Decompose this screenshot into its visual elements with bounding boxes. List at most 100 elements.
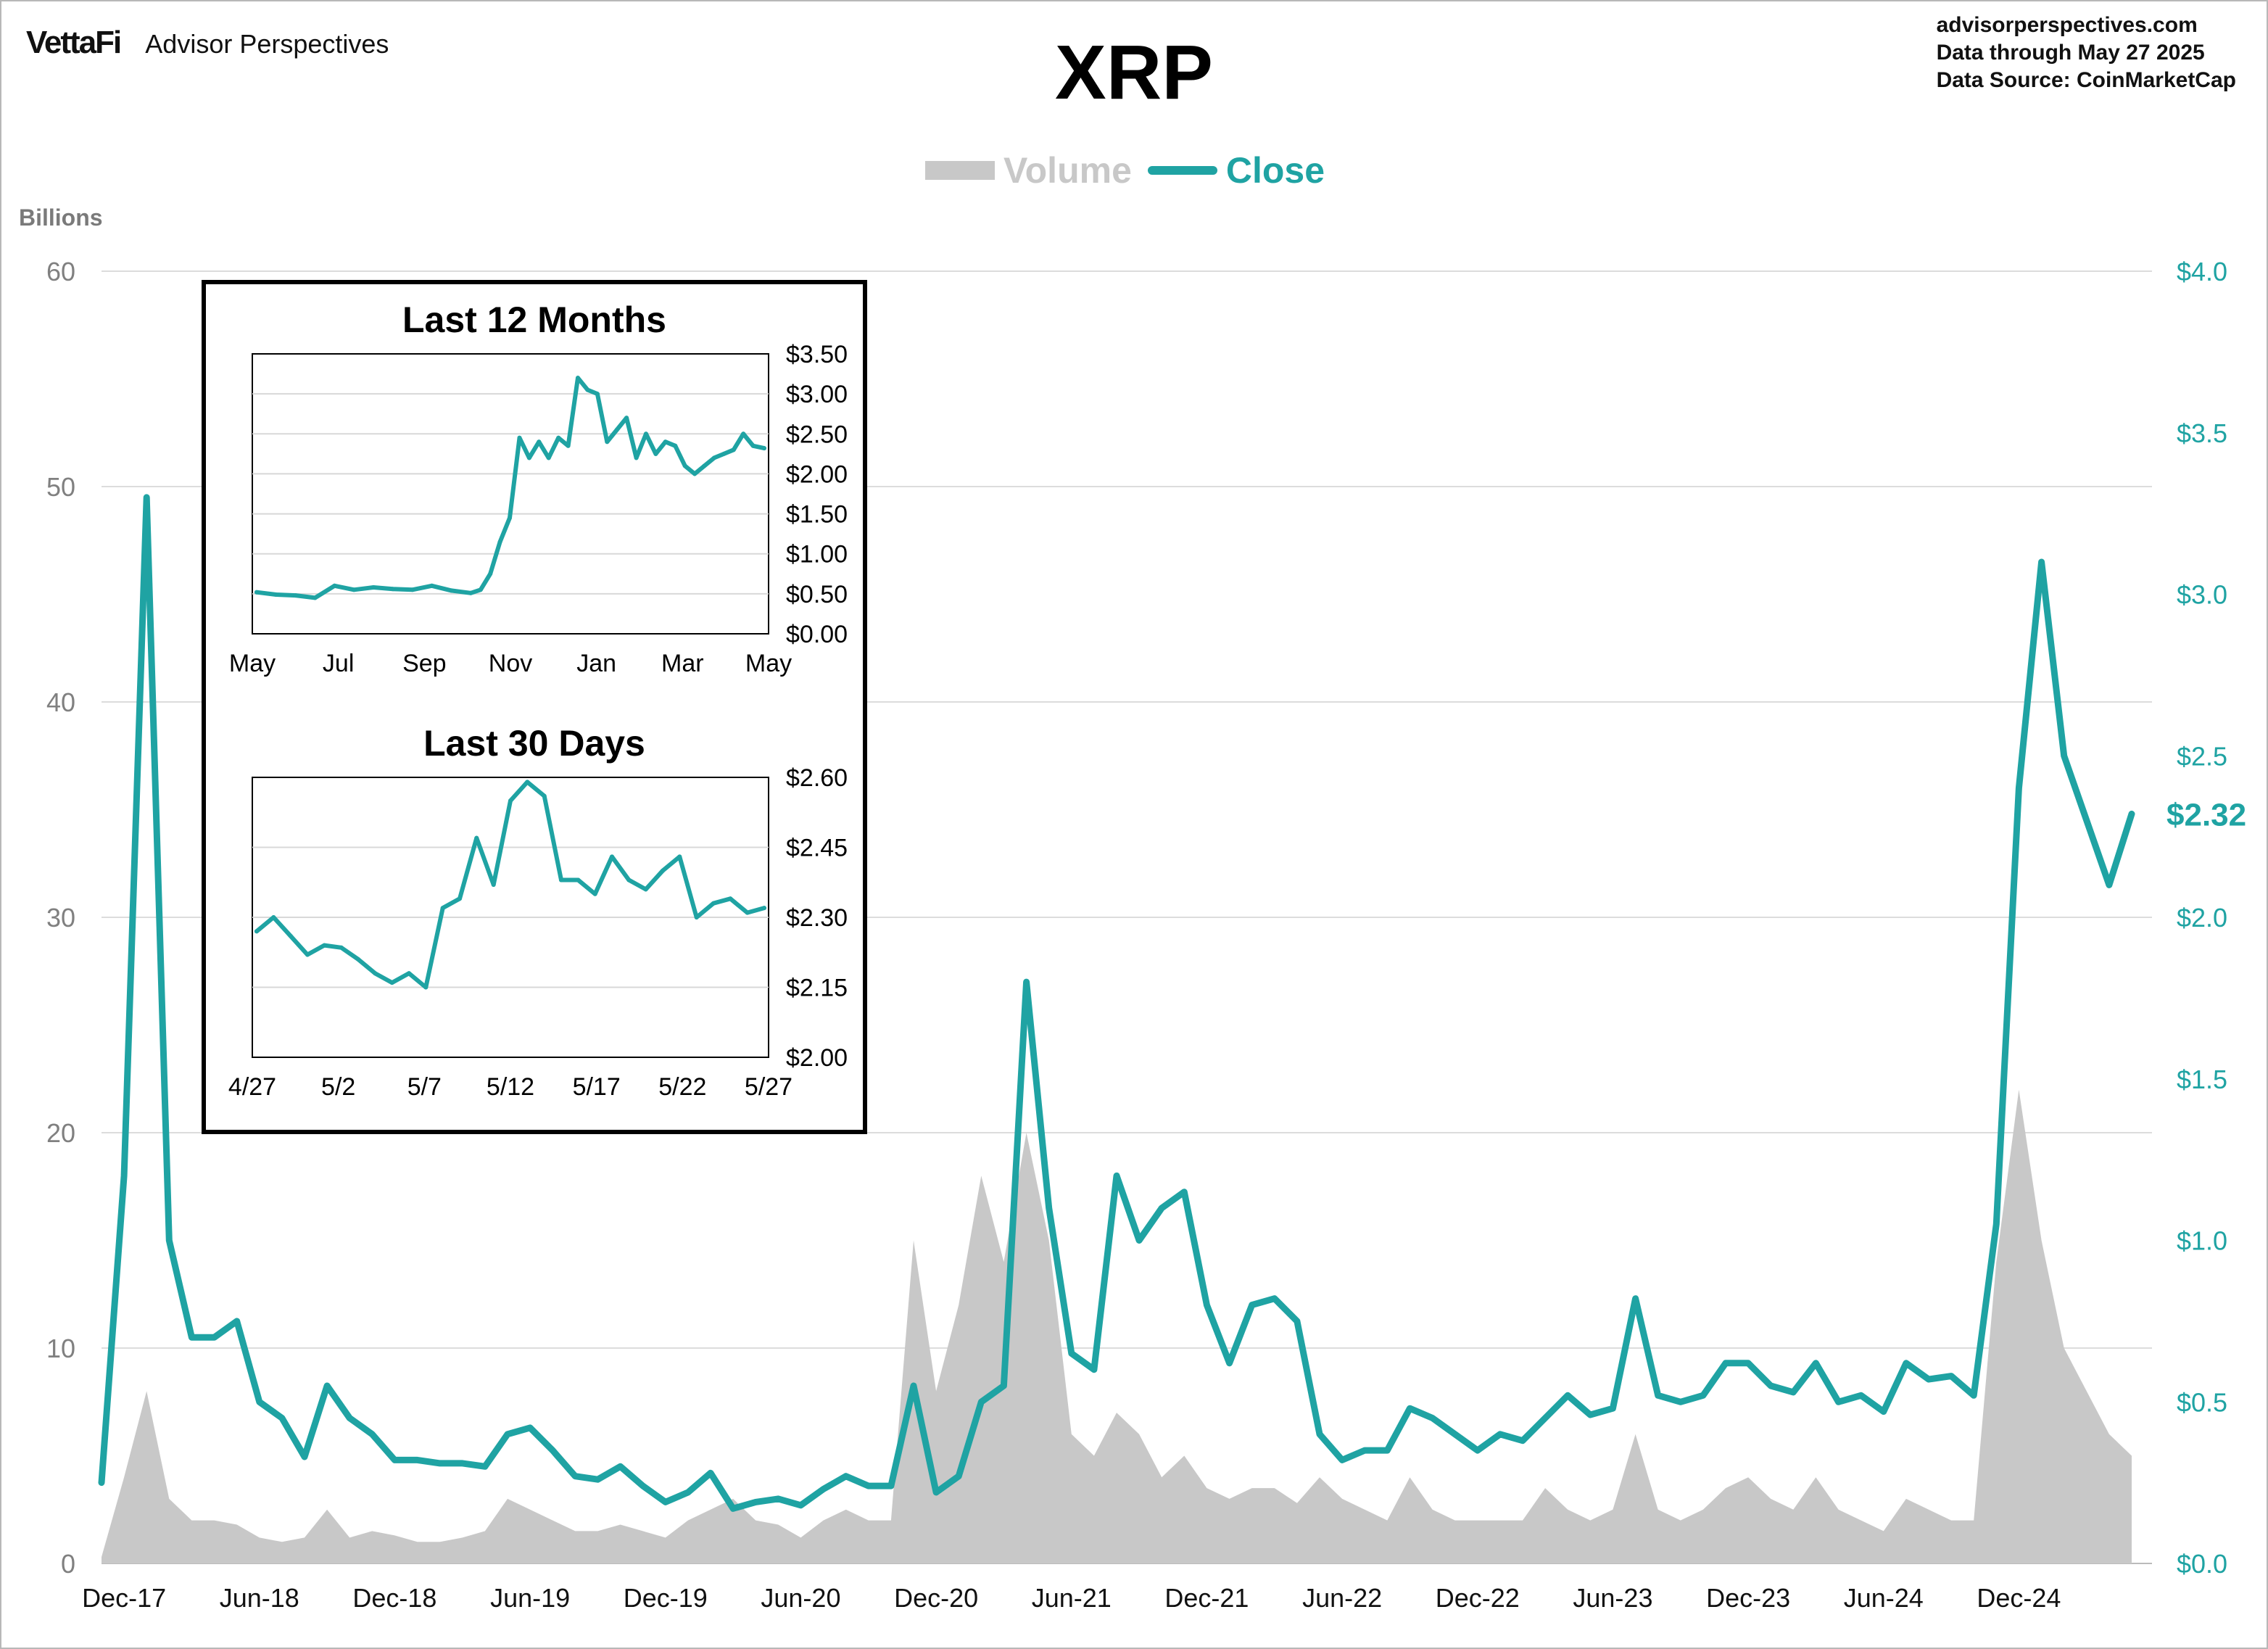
close-point	[390, 587, 395, 592]
close-point	[673, 443, 678, 448]
close-point	[643, 887, 648, 892]
close-point	[661, 868, 665, 873]
source-meta: advisorperspectives.com Data through May…	[1937, 12, 2236, 94]
right-tick-label: $0.5	[2177, 1387, 2227, 1417]
close-point	[537, 439, 542, 445]
close-point	[1745, 1360, 1752, 1366]
x-tick-label: Dec-21	[1164, 1583, 1249, 1613]
close-line	[254, 780, 766, 990]
close-point	[1090, 1366, 1097, 1373]
y-tick-label: $2.45	[786, 835, 848, 862]
close-point	[1948, 1373, 1955, 1379]
right-tick-label: $0.0	[2177, 1549, 2227, 1579]
close-point	[211, 1334, 218, 1341]
x-tick-label: 5/27	[745, 1073, 792, 1101]
close-point	[99, 1479, 104, 1486]
x-tick-label: Dec-23	[1706, 1583, 1790, 1613]
right-tick-label: $1.5	[2177, 1065, 2227, 1094]
x-tick-label: 5/22	[658, 1073, 706, 1101]
x-tick-label: Dec-22	[1436, 1583, 1520, 1613]
close-point	[459, 1460, 465, 1466]
x-tick-label: Jun-23	[1573, 1583, 1652, 1613]
close-point	[978, 1399, 985, 1405]
close-point	[1880, 1408, 1887, 1415]
x-tick-label: Jul	[323, 650, 354, 677]
close-point	[288, 933, 293, 938]
close-point	[1700, 1392, 1706, 1399]
close-point	[1294, 1318, 1300, 1324]
inset-30-title: Last 30 Days	[423, 723, 645, 764]
close-point	[121, 1173, 128, 1179]
y-tick-label: $0.00	[786, 621, 848, 648]
y-tick-label: $3.00	[786, 381, 848, 408]
right-tick-label: $3.5	[2177, 418, 2227, 448]
volume-area	[102, 1089, 2132, 1563]
close-point	[1136, 1237, 1143, 1244]
right-tick-label: $2.5	[2177, 741, 2227, 771]
close-point	[1632, 1295, 1639, 1302]
close-point	[1249, 1302, 1255, 1308]
close-point	[550, 1447, 556, 1454]
close-point	[798, 1502, 804, 1508]
meta-data-source: Data Source: CoinMarketCap	[1936, 68, 2236, 92]
close-point	[820, 1486, 827, 1492]
close-point	[347, 1415, 353, 1421]
x-tick-label: Dec-24	[1977, 1583, 2061, 1613]
x-tick-label: Dec-20	[894, 1583, 978, 1613]
close-point	[440, 906, 445, 911]
close-point	[1520, 1437, 1526, 1444]
close-point	[526, 455, 531, 460]
right-tick-label: $1.0	[2177, 1226, 2227, 1256]
y-tick-label: $1.00	[786, 541, 848, 569]
close-point	[546, 455, 551, 460]
legend-close-label: Close	[1225, 150, 1325, 191]
close-swatch	[1147, 166, 1217, 175]
close-point	[468, 590, 473, 595]
close-point	[423, 985, 429, 990]
close-point	[449, 588, 454, 593]
y-tick-label: $0.50	[786, 581, 848, 608]
close-point	[614, 427, 619, 432]
close-point	[1023, 979, 1030, 985]
close-point	[278, 1415, 285, 1421]
close-point	[762, 906, 766, 911]
volume-swatch	[925, 161, 995, 180]
close-point	[1362, 1447, 1368, 1454]
close-point	[750, 443, 756, 448]
close-point	[481, 1463, 488, 1470]
close-point	[332, 583, 337, 588]
close-point	[644, 431, 648, 437]
close-point	[662, 1499, 669, 1505]
close-point	[711, 901, 716, 906]
close-point	[626, 877, 632, 883]
legend-close: Close	[1147, 149, 1325, 191]
close-point	[663, 439, 668, 445]
close-point	[708, 1470, 713, 1476]
left-tick-label: 50	[46, 472, 75, 502]
close-point	[1813, 1360, 1819, 1366]
x-tick-label: Jun-24	[1844, 1583, 1924, 1613]
left-tick-label: 30	[46, 903, 75, 933]
close-point	[356, 956, 360, 962]
close-point	[1046, 1205, 1052, 1211]
y-tick-label: $2.50	[786, 421, 848, 448]
close-point	[474, 835, 479, 840]
x-tick-label: Jun-18	[220, 1583, 299, 1613]
close-point	[684, 1489, 691, 1495]
close-point	[1204, 1302, 1210, 1308]
last-value-label: $2.32	[2166, 797, 2246, 832]
close-point	[324, 1383, 331, 1389]
close-point	[1271, 1295, 1278, 1302]
close-point	[1114, 1173, 1119, 1179]
close-point	[731, 447, 736, 452]
close-point	[410, 587, 415, 592]
close-point	[392, 1457, 398, 1463]
x-tick-label: Dec-18	[352, 1583, 436, 1613]
close-point	[1474, 1447, 1481, 1454]
close-point	[542, 793, 547, 798]
close-point	[293, 593, 298, 598]
y-tick-label: $2.30	[786, 904, 848, 932]
chart-title: XRP	[1055, 30, 1213, 115]
close-point	[273, 592, 278, 597]
